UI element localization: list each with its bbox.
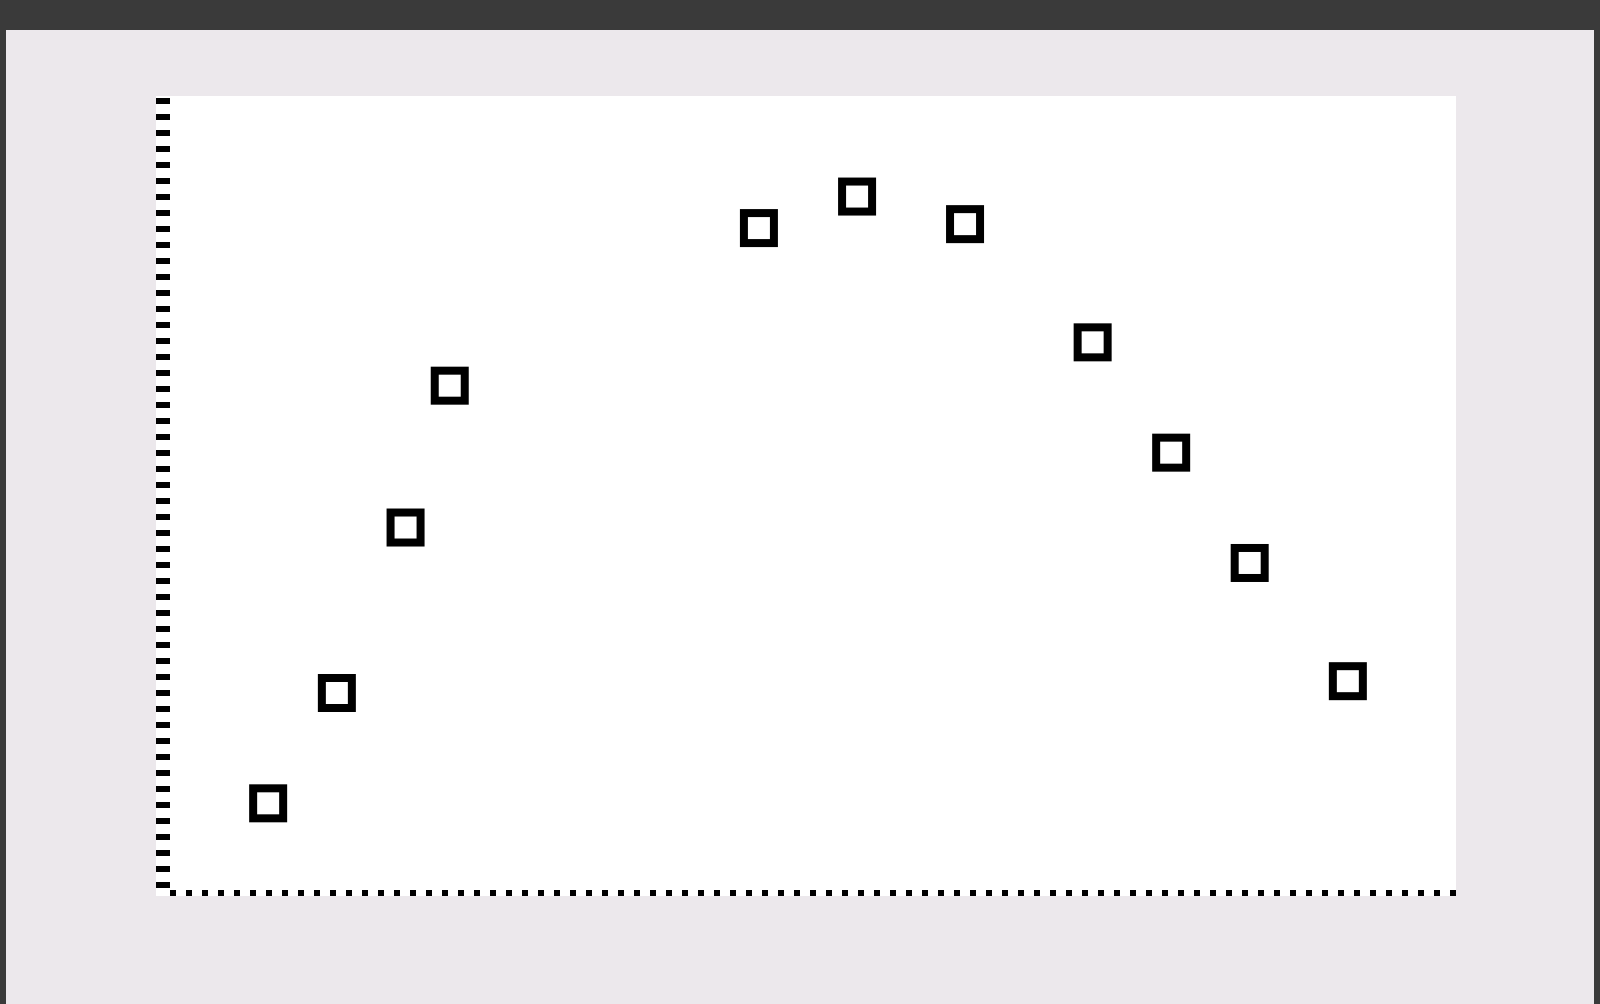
data-point [1333, 666, 1363, 696]
data-point [435, 371, 465, 401]
data-point [950, 209, 980, 239]
data-point [391, 513, 421, 543]
scatter-plot-svg [156, 96, 1456, 896]
y-axis [156, 98, 170, 888]
data-point [322, 678, 352, 708]
data-point [1078, 327, 1108, 357]
x-axis [170, 890, 1456, 896]
data-point [744, 213, 774, 243]
window-frame [0, 0, 1600, 1004]
scatter-plot [156, 96, 1456, 896]
data-point [1235, 548, 1265, 578]
data-point [1156, 438, 1186, 468]
data-points [253, 182, 1363, 819]
data-point [253, 788, 283, 818]
data-point [842, 182, 872, 212]
window-title-bar [6, 6, 1594, 30]
